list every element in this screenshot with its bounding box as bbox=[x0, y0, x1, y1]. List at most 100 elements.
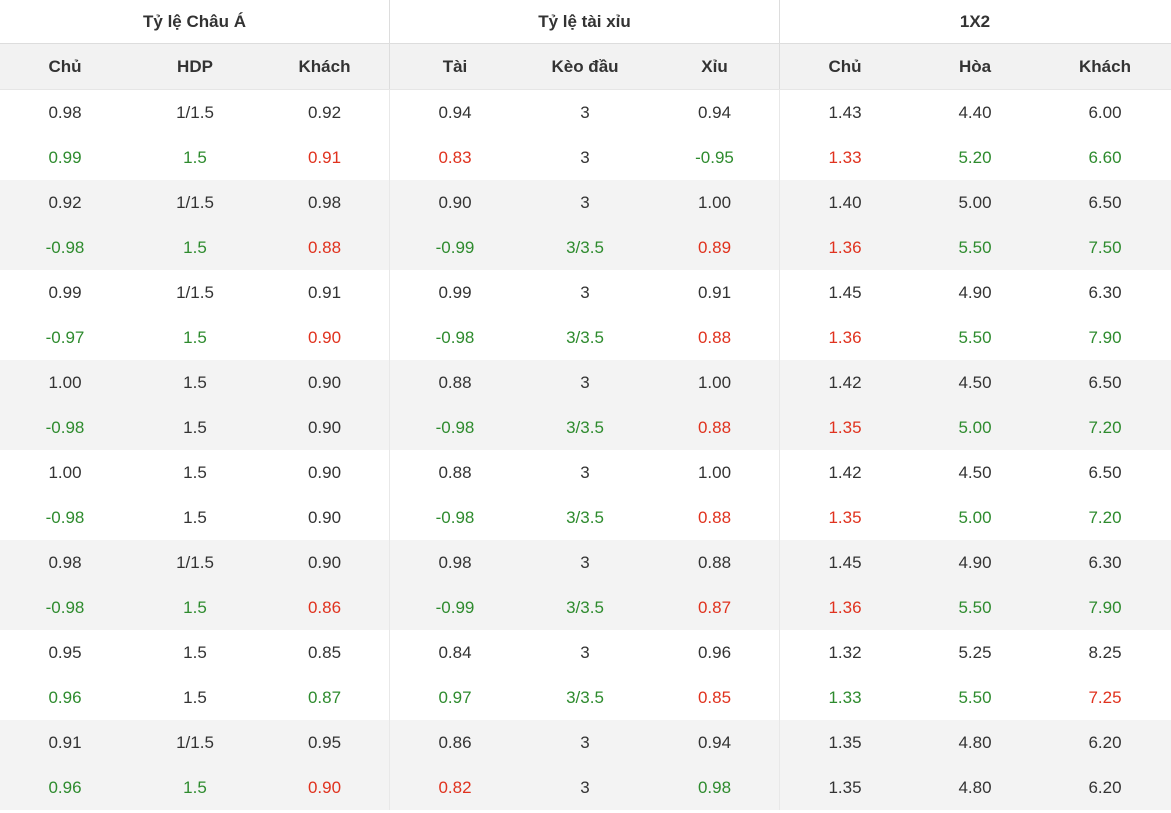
odds-value: 6.60 bbox=[1088, 147, 1122, 167]
opening-ou-line: 3 bbox=[520, 90, 650, 135]
current-ou-under: -0.95 bbox=[650, 135, 780, 180]
opening-1x2-home: 1.35 bbox=[780, 720, 910, 765]
odds-value: 0.82 bbox=[438, 777, 472, 797]
odds-value: 0.96 bbox=[48, 777, 82, 797]
odds-row-group: 0.99 1/1.5 0.91 0.99 3 0.91 1.45 4.90 6.30 -0.97 1… bbox=[0, 270, 1171, 360]
current-1x2-away: 7.20 bbox=[1040, 495, 1170, 540]
odds-value: 5.50 bbox=[958, 597, 992, 617]
odds-value: 6.50 bbox=[1088, 192, 1122, 212]
col-header-ou-line: Kèo đầu bbox=[551, 56, 619, 76]
odds-value: 0.90 bbox=[307, 552, 342, 572]
odds-value: 3/3.5 bbox=[566, 597, 604, 617]
opening-ou-line: 3 bbox=[520, 360, 650, 405]
col-header-ah-hdp: HDP bbox=[177, 56, 213, 76]
odds-row-group: 0.92 1/1.5 0.98 0.90 3 1.00 1.40 5.00 6.50 -0.98 1… bbox=[0, 180, 1171, 270]
odds-value: 0.92 bbox=[307, 102, 342, 122]
opening-ah-hdp: 1.5 bbox=[130, 360, 260, 405]
odds-value: 1.5 bbox=[183, 327, 207, 347]
current-ah-hdp: 1.5 bbox=[130, 765, 260, 810]
opening-ah-home: 0.99 bbox=[0, 270, 130, 315]
odds-value: 1.5 bbox=[183, 597, 207, 617]
opening-1x2-draw: 4.40 bbox=[910, 90, 1040, 135]
odds-value: -0.99 bbox=[435, 597, 475, 617]
odds-value: 7.90 bbox=[1088, 327, 1122, 347]
col-header-ou-under: Xỉu bbox=[650, 44, 780, 89]
odds-value: 3 bbox=[580, 777, 590, 797]
current-1x2-away: 7.50 bbox=[1040, 225, 1170, 270]
opening-1x2-draw: 4.90 bbox=[910, 540, 1040, 585]
odds-value: 1.5 bbox=[183, 417, 207, 437]
odds-value: 1.32 bbox=[828, 642, 862, 662]
current-ah-away: 0.88 bbox=[260, 225, 390, 270]
current-ou-under: 0.98 bbox=[650, 765, 780, 810]
odds-value: 1.35 bbox=[828, 417, 862, 437]
current-ou-under: 0.88 bbox=[650, 495, 780, 540]
current-ou-under: 0.87 bbox=[650, 585, 780, 630]
current-ah-away: 0.90 bbox=[260, 405, 390, 450]
odds-row-group: 0.98 1/1.5 0.90 0.98 3 0.88 1.45 4.90 6.30 -0.98 1… bbox=[0, 540, 1171, 630]
odds-value: 6.50 bbox=[1088, 462, 1122, 482]
odds-value: 4.90 bbox=[958, 282, 992, 302]
odds-value: 0.90 bbox=[307, 462, 342, 482]
col-header-ah-away: Khách bbox=[260, 44, 390, 89]
current-ah-away: 0.86 bbox=[260, 585, 390, 630]
opening-1x2-home: 1.42 bbox=[780, 360, 910, 405]
odds-value: 0.88 bbox=[307, 237, 342, 257]
odds-value: 7.25 bbox=[1088, 687, 1122, 707]
opening-ou-over: 0.88 bbox=[390, 360, 520, 405]
current-ou-line: 3/3.5 bbox=[520, 225, 650, 270]
odds-value: 0.87 bbox=[307, 687, 342, 707]
odds-value: 3/3.5 bbox=[566, 507, 604, 527]
current-ah-away: 0.91 bbox=[260, 135, 390, 180]
col-header-1x2-home: Chủ bbox=[828, 56, 862, 76]
current-ah-hdp: 1.5 bbox=[130, 495, 260, 540]
odds-row-current: -0.98 1.5 0.86 -0.99 3/3.5 0.87 1.36 5.50 7.90 bbox=[0, 585, 1171, 630]
current-ah-away: 0.90 bbox=[260, 315, 390, 360]
odds-value: 3/3.5 bbox=[566, 687, 604, 707]
odds-value: 1.5 bbox=[183, 462, 207, 482]
opening-ou-over: 0.84 bbox=[390, 630, 520, 675]
odds-row-group: 0.91 1/1.5 0.95 0.86 3 0.94 1.35 4.80 6.20 0.96 1.… bbox=[0, 720, 1171, 810]
current-ou-line: 3 bbox=[520, 135, 650, 180]
current-1x2-home: 1.35 bbox=[780, 495, 910, 540]
current-ou-over: -0.99 bbox=[390, 225, 520, 270]
odds-row-group: 1.00 1.5 0.90 0.88 3 1.00 1.42 4.50 6.50 -0.98 1.5… bbox=[0, 450, 1171, 540]
odds-value: 1.00 bbox=[48, 462, 82, 482]
opening-1x2-draw: 4.50 bbox=[910, 450, 1040, 495]
odds-value: 0.98 bbox=[307, 192, 342, 212]
odds-value: 0.94 bbox=[697, 732, 732, 752]
odds-row-opening: 0.95 1.5 0.85 0.84 3 0.96 1.32 5.25 8.25 bbox=[0, 630, 1171, 675]
odds-value: 4.80 bbox=[958, 732, 992, 752]
opening-1x2-draw: 4.90 bbox=[910, 270, 1040, 315]
opening-1x2-away: 6.50 bbox=[1040, 450, 1170, 495]
odds-value: 1.5 bbox=[183, 777, 207, 797]
odds-value: 3/3.5 bbox=[566, 327, 604, 347]
current-1x2-home: 1.35 bbox=[780, 765, 910, 810]
odds-value: 6.20 bbox=[1088, 777, 1122, 797]
odds-value: 4.40 bbox=[958, 102, 992, 122]
odds-value: 3 bbox=[580, 642, 590, 662]
odds-value: 0.99 bbox=[48, 282, 82, 302]
odds-value: 1.00 bbox=[697, 192, 732, 212]
odds-value: 0.96 bbox=[697, 642, 732, 662]
current-ah-hdp: 1.5 bbox=[130, 225, 260, 270]
odds-value: 1.5 bbox=[183, 237, 207, 257]
opening-ou-over: 0.94 bbox=[390, 90, 520, 135]
odds-value: 1.5 bbox=[183, 642, 207, 662]
current-ou-line: 3/3.5 bbox=[520, 405, 650, 450]
opening-ou-under: 1.00 bbox=[650, 450, 780, 495]
current-1x2-home: 1.36 bbox=[780, 225, 910, 270]
odds-value: 0.90 bbox=[307, 372, 342, 392]
odds-row-group: 0.98 1/1.5 0.92 0.94 3 0.94 1.43 4.40 6.00 0.99 1.… bbox=[0, 90, 1171, 180]
odds-value: 1.00 bbox=[697, 372, 732, 392]
opening-1x2-away: 6.00 bbox=[1040, 90, 1170, 135]
odds-value: 0.85 bbox=[697, 687, 732, 707]
odds-row-opening: 0.99 1/1.5 0.91 0.99 3 0.91 1.45 4.90 6.30 bbox=[0, 270, 1171, 315]
odds-value: 0.90 bbox=[307, 327, 342, 347]
odds-value: 0.91 bbox=[307, 147, 342, 167]
odds-value: -0.97 bbox=[45, 327, 85, 347]
current-ah-home: -0.98 bbox=[0, 405, 130, 450]
current-ah-hdp: 1.5 bbox=[130, 405, 260, 450]
opening-ou-under: 1.00 bbox=[650, 180, 780, 225]
odds-value: 4.50 bbox=[958, 462, 992, 482]
